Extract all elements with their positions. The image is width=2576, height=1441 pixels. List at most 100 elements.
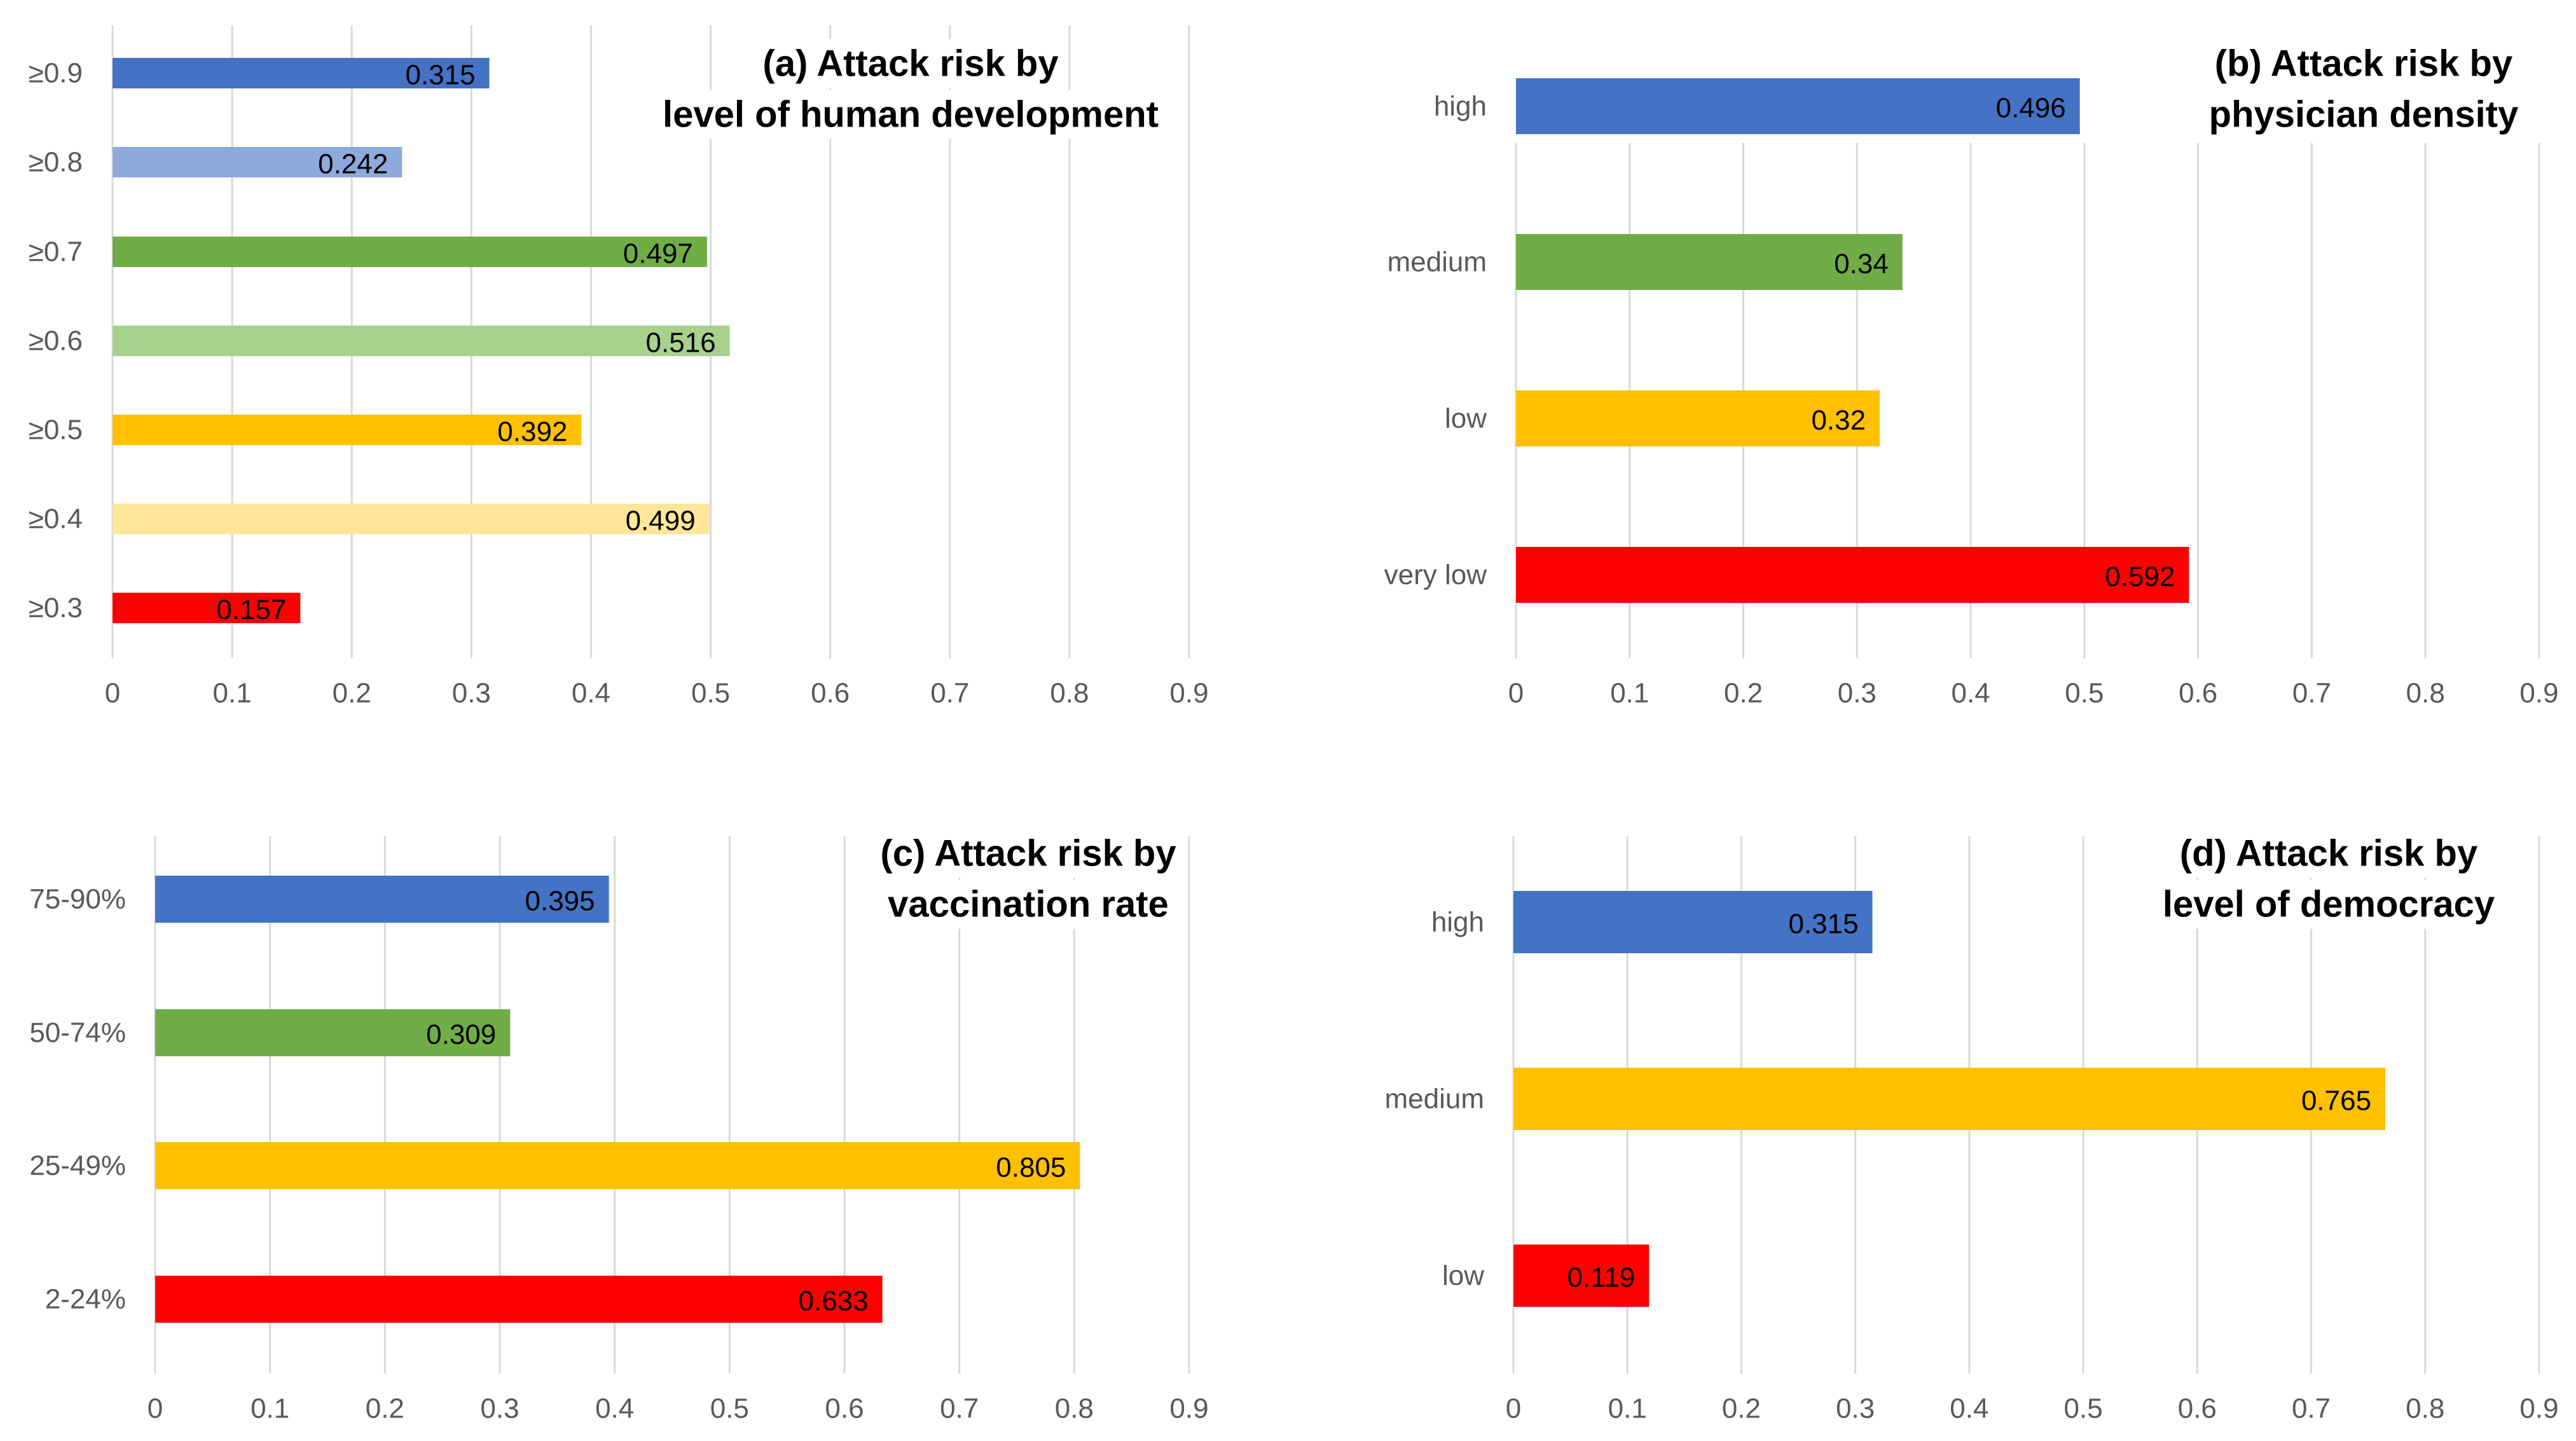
bar-a-1 bbox=[113, 147, 403, 177]
bar-c-2 bbox=[155, 1142, 1080, 1189]
x-tick-label: 0.9 bbox=[1169, 678, 1208, 709]
x-tick-label: 0.8 bbox=[2406, 1393, 2444, 1424]
category-label: high bbox=[1434, 91, 1487, 122]
data-label: 0.499 bbox=[626, 506, 696, 537]
x-tick-label: 0.3 bbox=[452, 678, 491, 709]
title-backdrop bbox=[2200, 90, 2528, 139]
x-tick-label: 0 bbox=[105, 678, 120, 709]
bar-d-2 bbox=[1513, 1244, 1650, 1307]
category-label: 2-24% bbox=[45, 1284, 126, 1315]
x-tick-label: 0 bbox=[1506, 1393, 1521, 1424]
category-label: ≥0.4 bbox=[29, 504, 83, 535]
category-label: ≥0.3 bbox=[29, 593, 83, 624]
x-tick-label: 0.2 bbox=[333, 678, 371, 709]
chart-title-line: (c) Attack risk by bbox=[880, 833, 1176, 874]
category-label: ≥0.9 bbox=[29, 58, 83, 89]
category-label: ≥0.5 bbox=[29, 415, 83, 446]
bar-d-1 bbox=[1513, 1068, 2386, 1130]
x-tick-label: 0.8 bbox=[1050, 678, 1089, 709]
x-tick-label: 0.1 bbox=[1610, 678, 1649, 709]
title-backdrop bbox=[654, 90, 1167, 139]
data-label: 0.32 bbox=[1811, 405, 1866, 436]
chart-title-line: (b) Attack risk by bbox=[2215, 43, 2512, 85]
x-tick-label: 0.8 bbox=[2406, 678, 2445, 709]
bar-a-2 bbox=[113, 237, 707, 267]
x-tick-label: 0.8 bbox=[1055, 1393, 1094, 1424]
x-tick-label: 0.9 bbox=[1169, 1393, 1208, 1424]
x-tick-label: 0.4 bbox=[1950, 1393, 1988, 1424]
bar-b-2 bbox=[1516, 390, 1880, 446]
chart-title-line: vaccination rate bbox=[888, 884, 1169, 925]
x-tick-label: 0.9 bbox=[2519, 678, 2558, 709]
x-tick-label: 0.1 bbox=[1608, 1393, 1647, 1424]
bar-a-5 bbox=[113, 504, 710, 534]
category-label: 75-90% bbox=[29, 884, 126, 915]
chart-title-line: (a) Attack risk by bbox=[762, 43, 1058, 85]
title-backdrop bbox=[871, 829, 1185, 878]
data-label: 0.392 bbox=[497, 417, 567, 448]
x-tick-label: 0.3 bbox=[480, 1393, 519, 1424]
x-tick-label: 0.1 bbox=[213, 678, 252, 709]
category-label: medium bbox=[1385, 1084, 1485, 1115]
x-tick-label: 0.9 bbox=[2519, 1393, 2558, 1424]
bar-c-1 bbox=[155, 1009, 511, 1056]
panel-c-vaccination-rate: 75-90% 0.395 50-74% 0.309 25-49% 0.805 2-24% 0.… bbox=[29, 829, 1209, 1424]
x-tick-label: 0.5 bbox=[710, 1393, 749, 1424]
x-tick-label: 0.5 bbox=[2064, 1393, 2103, 1424]
title-backdrop bbox=[2153, 879, 2504, 929]
title-backdrop bbox=[2170, 829, 2487, 878]
x-tick-label: 0.7 bbox=[2292, 678, 2331, 709]
x-tick-label: 0.6 bbox=[2178, 1393, 2217, 1424]
data-label: 0.516 bbox=[646, 328, 716, 359]
data-label: 0.315 bbox=[1788, 909, 1858, 940]
x-tick-label: 0.3 bbox=[1836, 1393, 1875, 1424]
title-backdrop bbox=[754, 39, 1068, 88]
data-label: 0.242 bbox=[318, 149, 388, 180]
data-label: 0.633 bbox=[799, 1286, 869, 1317]
bar-b-3 bbox=[1516, 547, 2189, 603]
chart-title-line: level of democracy bbox=[2163, 884, 2495, 925]
x-tick-label: 0.4 bbox=[572, 678, 610, 709]
category-label: 25-49% bbox=[29, 1150, 126, 1182]
panel-d-democracy: high 0.315 medium 0.765 low 0.119 0 0.1 0.2 0.3 0.… bbox=[1385, 829, 2559, 1424]
bar-a-4 bbox=[113, 415, 582, 445]
x-tick-label: 0.7 bbox=[2292, 1393, 2331, 1424]
category-label: ≥0.6 bbox=[29, 326, 83, 357]
x-tick-label: 0.6 bbox=[2179, 678, 2217, 709]
title-backdrop bbox=[2205, 39, 2522, 88]
chart-title-line: physician density bbox=[2209, 94, 2519, 135]
data-label: 0.309 bbox=[426, 1019, 496, 1051]
x-tick-label: 0.5 bbox=[691, 678, 730, 709]
x-tick-label: 0.4 bbox=[1952, 678, 1990, 709]
x-tick-label: 0.2 bbox=[1722, 1393, 1761, 1424]
category-label: ≥0.8 bbox=[29, 147, 83, 178]
category-label: medium bbox=[1388, 247, 1487, 278]
x-tick-label: 0.2 bbox=[1724, 678, 1763, 709]
x-tick-label: 0.7 bbox=[940, 1393, 979, 1424]
data-label: 0.496 bbox=[1996, 93, 2066, 124]
x-tick-label: 0.1 bbox=[251, 1393, 289, 1424]
x-tick-label: 0.5 bbox=[2065, 678, 2104, 709]
x-tick-label: 0 bbox=[148, 1393, 163, 1424]
data-label: 0.157 bbox=[216, 595, 286, 626]
category-label: low bbox=[1442, 1260, 1484, 1292]
panel-b-physician-density: high 0.496 medium 0.34 low 0.32 very low 0.592 0… bbox=[1384, 39, 2559, 709]
x-tick-label: 0.2 bbox=[366, 1393, 404, 1424]
data-label: 0.592 bbox=[2105, 562, 2175, 593]
category-label: very low bbox=[1384, 560, 1487, 591]
bar-c-0 bbox=[155, 876, 609, 923]
bar-a-6 bbox=[113, 593, 301, 623]
category-label: 50-74% bbox=[29, 1017, 126, 1049]
bar-a-3 bbox=[113, 326, 730, 356]
category-label: ≥0.7 bbox=[29, 237, 83, 268]
data-label: 0.315 bbox=[405, 60, 475, 91]
bar-a-0 bbox=[113, 58, 490, 88]
bar-d-0 bbox=[1513, 891, 1873, 953]
chart-title-line: (d) Attack risk by bbox=[2180, 833, 2477, 874]
data-label: 0.34 bbox=[1834, 249, 1889, 280]
panel-a-human-development: ≥0.9 0.315 ≥0.8 0.242 ≥0.7 0.497 ≥0.6 0.516 ≥0.5… bbox=[29, 25, 1209, 709]
title-backdrop bbox=[879, 879, 1178, 929]
bar-b-1 bbox=[1516, 234, 1903, 290]
data-label: 0.805 bbox=[996, 1152, 1066, 1183]
